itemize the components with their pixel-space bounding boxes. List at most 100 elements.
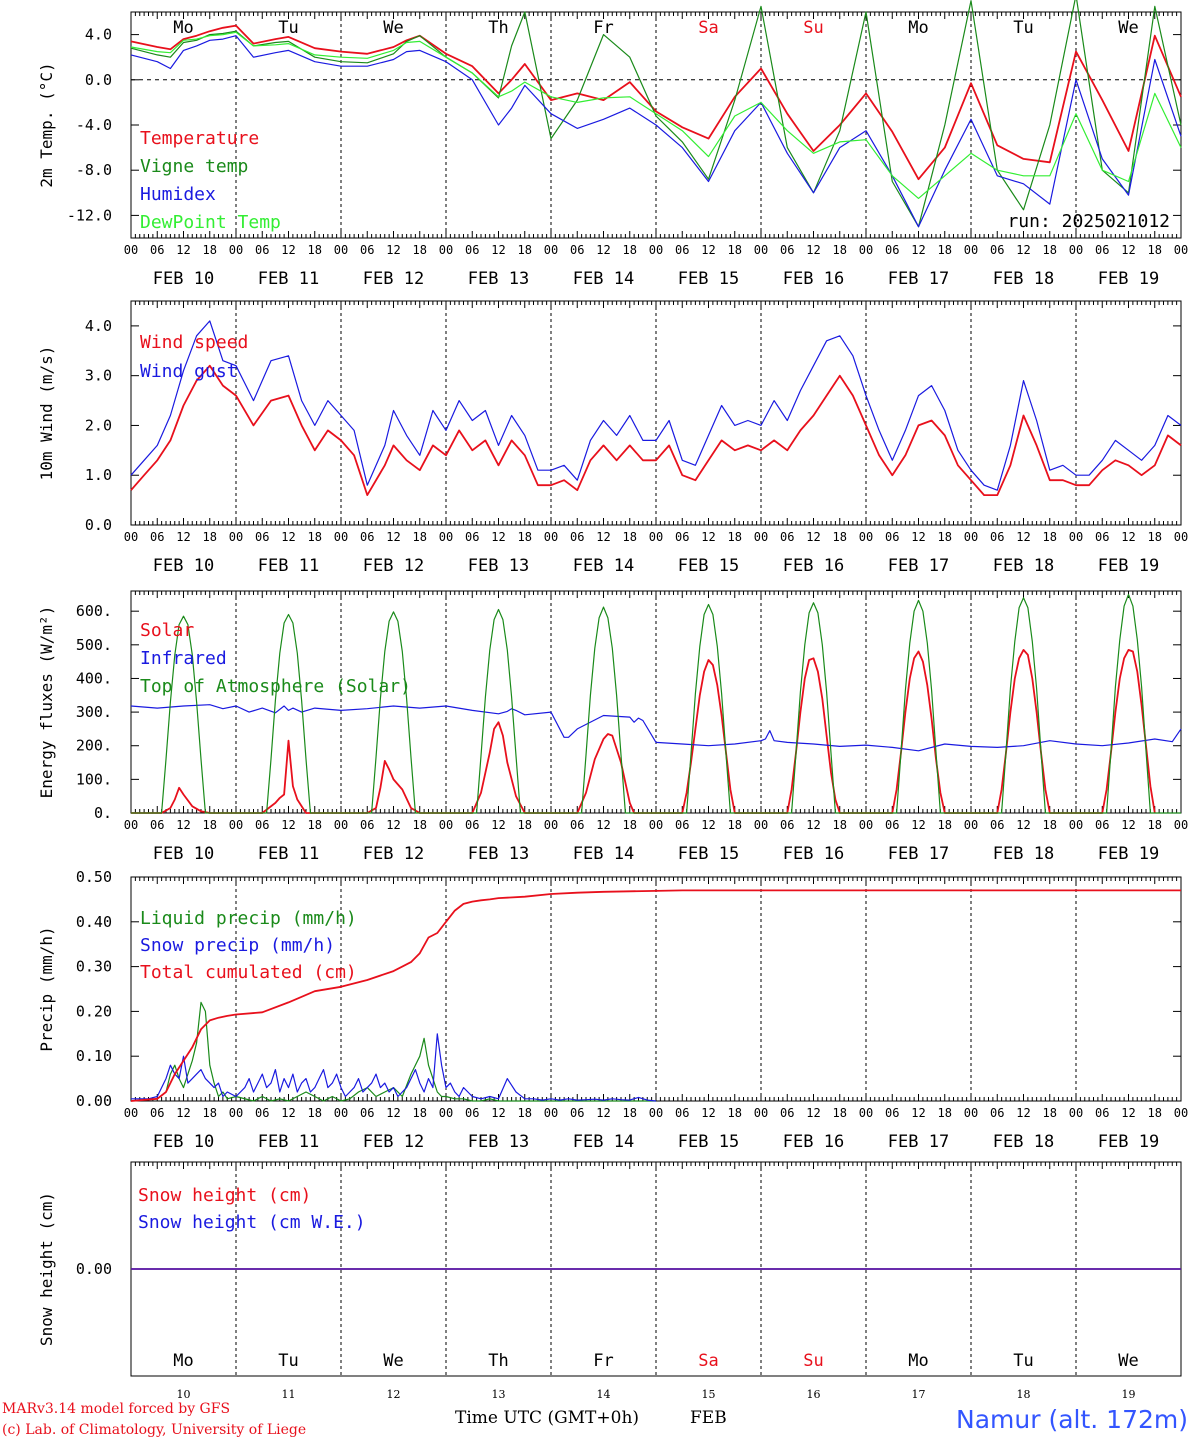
hour-tick-label: 12 bbox=[491, 1106, 505, 1120]
hour-tick-label: 06 bbox=[1095, 530, 1109, 544]
hour-tick-label: 06 bbox=[1095, 818, 1109, 832]
hour-tick-label: 18 bbox=[833, 530, 847, 544]
hour-tick-label: 12 bbox=[911, 243, 925, 257]
hour-tick-label: 00 bbox=[964, 243, 978, 257]
weekday-label: Su bbox=[803, 1351, 823, 1371]
weekday-label: Th bbox=[488, 1351, 508, 1371]
hour-tick-label: 12 bbox=[806, 818, 820, 832]
date-label: FEB 13 bbox=[468, 556, 529, 576]
panel-temp: 4.0 0.0 -4.0 -8.0 -12.0 2m Temp. (°C) 00 06 12 18… bbox=[37, 0, 1188, 289]
date-label: FEB 17 bbox=[888, 269, 949, 289]
legend-entry: Temperature bbox=[140, 128, 259, 149]
date-label: FEB 14 bbox=[573, 844, 634, 864]
hour-tick-label: 18 bbox=[728, 1106, 742, 1120]
y-tick-label: 0.50 bbox=[76, 868, 112, 886]
hour-tick-label: 12 bbox=[386, 530, 400, 544]
hour-tick-label: 12 bbox=[176, 818, 190, 832]
date-label: FEB 16 bbox=[783, 844, 844, 864]
hour-tick-label: 00 bbox=[1174, 818, 1188, 832]
hour-tick-label: 12 bbox=[281, 243, 295, 257]
hour-tick-label: 18 bbox=[518, 243, 532, 257]
hour-tick-label: 18 bbox=[833, 243, 847, 257]
hour-tick-label: 18 bbox=[203, 1106, 217, 1120]
weekday-label: Fr bbox=[593, 1351, 613, 1371]
date-label: FEB 18 bbox=[993, 844, 1054, 864]
hour-tick-label: 00 bbox=[964, 530, 978, 544]
hour-tick-label: 06 bbox=[1095, 1106, 1109, 1120]
hour-tick-label: 06 bbox=[360, 1106, 374, 1120]
date-label: FEB 18 bbox=[993, 556, 1054, 576]
legend-entry: Wind gust bbox=[140, 361, 238, 382]
series-line-2 bbox=[131, 1033, 657, 1102]
hour-tick-label: 06 bbox=[360, 243, 374, 257]
legend-entry: DewPoint Temp bbox=[140, 212, 281, 233]
hour-tick-label: 06 bbox=[780, 818, 794, 832]
hour-tick-label: 06 bbox=[465, 243, 479, 257]
hour-tick-label: 18 bbox=[938, 243, 952, 257]
hour-tick-label: 00 bbox=[859, 818, 873, 832]
hour-tick-label: 12 bbox=[491, 530, 505, 544]
hour-tick-label: 12 bbox=[176, 530, 190, 544]
hour-tick-label: 18 bbox=[623, 1106, 637, 1120]
panel-snow: 0.00 Snow height (cm) Mo Tu We Th Fr Sa Su Mo Tu We… bbox=[37, 1161, 1182, 1401]
hour-tick-label: 12 bbox=[1016, 243, 1030, 257]
weekday-label: Mo bbox=[173, 1351, 193, 1371]
hour-tick-label: 12 bbox=[1121, 1106, 1135, 1120]
hour-tick-label: 12 bbox=[1016, 818, 1030, 832]
hour-tick-label: 18 bbox=[413, 818, 427, 832]
hour-tick-label: 00 bbox=[649, 530, 663, 544]
hour-tick-label: 00 bbox=[649, 243, 663, 257]
hour-tick-label: 18 bbox=[1043, 1106, 1057, 1120]
hour-tick-label: 00 bbox=[859, 243, 873, 257]
y-tick-label: 2.0 bbox=[85, 416, 112, 434]
y-tick-label: 3.0 bbox=[85, 367, 112, 385]
panel-precip: 0.00 0.10 0.20 0.30 0.40 0.50 Precip (mm/h) 00 0… bbox=[37, 868, 1188, 1152]
hour-tick-label: 00 bbox=[544, 530, 558, 544]
x-axis-title: Time UTC (GMT+0h) bbox=[455, 1408, 639, 1428]
hour-tick-label: 06 bbox=[780, 530, 794, 544]
weekday-label: Mo bbox=[173, 18, 193, 38]
hour-tick-label: 12 bbox=[911, 1106, 925, 1120]
hour-tick-label: 12 bbox=[806, 243, 820, 257]
date-label: FEB 15 bbox=[678, 269, 739, 289]
weekday-label: Fr bbox=[593, 18, 613, 38]
legend-entry: Vigne temp bbox=[140, 156, 248, 177]
weekday-label: Mo bbox=[908, 1351, 928, 1371]
hour-tick-label: 00 bbox=[124, 530, 138, 544]
y-tick-label: 0.40 bbox=[76, 913, 112, 931]
hour-tick-label: 12 bbox=[911, 818, 925, 832]
series-line-1 bbox=[131, 649, 1156, 814]
hour-tick-label: 06 bbox=[780, 243, 794, 257]
y-tick-label: -4.0 bbox=[76, 116, 112, 134]
series-line-3 bbox=[130, 889, 1181, 1102]
hour-tick-label: 00 bbox=[334, 1106, 348, 1120]
y-tick-label: 400. bbox=[76, 669, 112, 687]
hour-tick-label: 00 bbox=[439, 243, 453, 257]
hour-tick-label: 06 bbox=[675, 530, 689, 544]
hour-tick-label: 00 bbox=[334, 243, 348, 257]
hour-tick-label: 12 bbox=[701, 818, 715, 832]
hour-tick-label: 18 bbox=[1148, 530, 1162, 544]
panel-flux: 0. 100. 200. 300. 400. 500. 600. Energy fluxes … bbox=[37, 590, 1188, 864]
hour-tick-label: 06 bbox=[465, 818, 479, 832]
hour-tick-label: 00 bbox=[544, 1106, 558, 1120]
hour-tick-label: 12 bbox=[701, 1106, 715, 1120]
hour-tick-label: 00 bbox=[229, 243, 243, 257]
hour-tick-label: 06 bbox=[255, 530, 269, 544]
hour-tick-label: 00 bbox=[754, 818, 768, 832]
hour-tick-label: 06 bbox=[780, 1106, 794, 1120]
run-label: run: 2025021012 bbox=[1007, 211, 1170, 232]
hour-tick-label: 12 bbox=[701, 530, 715, 544]
legend-entry: Humidex bbox=[140, 184, 216, 205]
hour-tick-label: 00 bbox=[439, 530, 453, 544]
hour-tick-label: 06 bbox=[570, 818, 584, 832]
day-number-label: 15 bbox=[702, 1388, 716, 1401]
hour-tick-label: 06 bbox=[1095, 243, 1109, 257]
legend-entry: Liquid precip (mm/h) bbox=[140, 908, 357, 929]
hour-tick-label: 00 bbox=[124, 1106, 138, 1120]
weekday-label: We bbox=[1118, 1351, 1138, 1371]
hour-tick-label: 18 bbox=[1148, 818, 1162, 832]
day-number-label: 19 bbox=[1122, 1388, 1136, 1401]
y-tick-label: 1.0 bbox=[85, 466, 112, 484]
hour-tick-label: 12 bbox=[491, 818, 505, 832]
